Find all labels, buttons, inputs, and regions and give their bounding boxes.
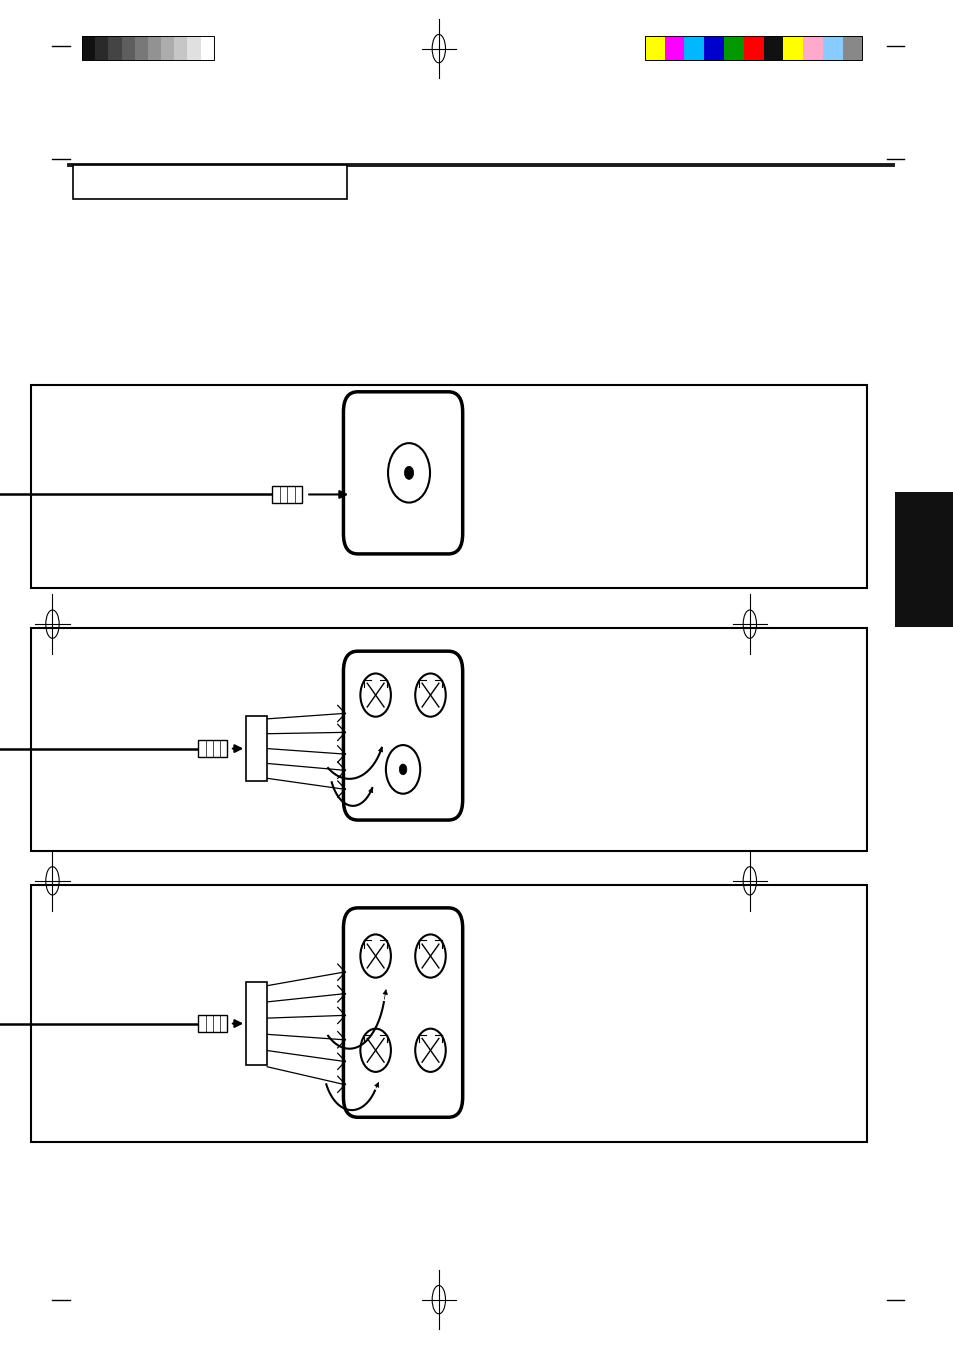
Bar bbox=[822, 36, 841, 61]
Bar bbox=[134, 36, 148, 61]
Bar bbox=[30, 628, 866, 851]
Bar bbox=[802, 36, 822, 61]
Circle shape bbox=[399, 765, 406, 774]
Bar bbox=[894, 492, 953, 627]
Bar bbox=[743, 36, 762, 61]
Bar bbox=[246, 716, 267, 781]
Bar bbox=[841, 36, 862, 61]
Bar bbox=[73, 165, 347, 199]
Bar bbox=[198, 740, 227, 757]
Bar bbox=[30, 385, 866, 588]
Circle shape bbox=[404, 466, 414, 480]
Bar bbox=[187, 36, 200, 61]
Bar bbox=[272, 486, 302, 504]
Bar bbox=[644, 36, 862, 61]
Bar bbox=[161, 36, 174, 61]
Bar bbox=[121, 36, 134, 61]
Bar bbox=[174, 36, 187, 61]
Bar bbox=[82, 36, 213, 61]
Bar bbox=[762, 36, 782, 61]
Bar bbox=[246, 982, 267, 1066]
Bar bbox=[82, 36, 95, 61]
Bar bbox=[200, 36, 213, 61]
Bar bbox=[723, 36, 743, 61]
FancyBboxPatch shape bbox=[343, 651, 462, 820]
Bar bbox=[703, 36, 723, 61]
FancyBboxPatch shape bbox=[343, 392, 462, 554]
Bar bbox=[148, 36, 161, 61]
Bar bbox=[30, 885, 866, 1142]
Bar bbox=[664, 36, 683, 61]
Bar bbox=[683, 36, 703, 61]
Bar bbox=[95, 36, 109, 61]
Bar bbox=[644, 36, 664, 61]
FancyBboxPatch shape bbox=[343, 908, 462, 1117]
Bar bbox=[109, 36, 121, 61]
Bar bbox=[782, 36, 802, 61]
Bar bbox=[198, 1016, 227, 1032]
